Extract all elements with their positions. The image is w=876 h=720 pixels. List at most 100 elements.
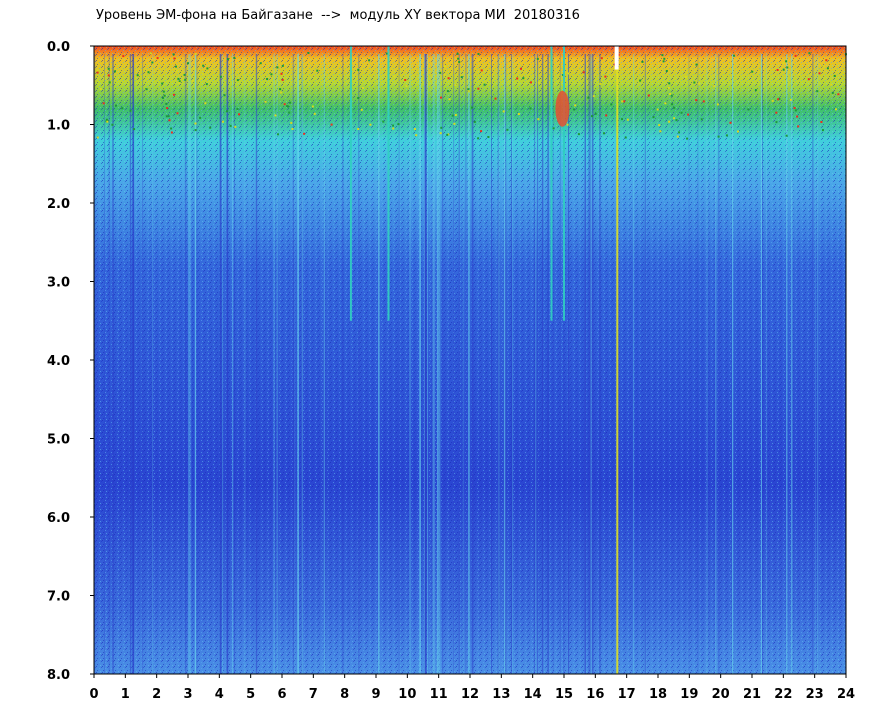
y-tick-label: 1.0 xyxy=(47,119,70,134)
heatmap-speckle xyxy=(204,102,207,105)
heatmap-speckle xyxy=(172,93,175,96)
heatmap-speckle xyxy=(667,86,670,89)
heatmap-streak xyxy=(184,54,187,674)
heatmap-speckle xyxy=(825,59,828,62)
heatmap-streak xyxy=(760,54,762,674)
gap-marker xyxy=(614,46,619,70)
heatmap-streak xyxy=(188,54,190,674)
heatmap-speckle xyxy=(552,127,555,130)
heatmap-speckle xyxy=(175,65,177,68)
heatmap-speckle xyxy=(676,135,679,138)
heatmap-speckle xyxy=(382,120,385,123)
heatmap-speckle xyxy=(659,130,662,133)
heatmap-streak xyxy=(222,54,224,674)
disturbance-line xyxy=(349,46,352,321)
heatmap-speckle xyxy=(397,123,400,126)
disturbance-line xyxy=(387,46,390,321)
heatmap-speckle xyxy=(830,83,833,86)
x-tick-label: 9 xyxy=(371,687,380,702)
heatmap-speckle xyxy=(311,105,314,108)
heatmap-speckle xyxy=(264,100,267,103)
heatmap-speckle xyxy=(833,74,836,77)
heatmap-streak xyxy=(427,54,428,674)
heatmap-streak xyxy=(471,54,474,674)
heatmap-speckle xyxy=(225,110,228,113)
heatmap-speckle xyxy=(223,94,226,97)
heatmap-speckle xyxy=(789,98,792,101)
heatmap-speckle xyxy=(173,57,176,60)
heatmap-streak xyxy=(563,54,565,674)
heatmap-speckle xyxy=(136,74,139,77)
heatmap-speckle xyxy=(362,86,365,89)
heatmap-streak xyxy=(706,54,708,674)
heatmap-speckle xyxy=(187,62,189,65)
heatmap-speckle xyxy=(604,75,607,78)
heatmap-speckle xyxy=(191,80,194,83)
heatmap-streak xyxy=(589,54,591,674)
heatmap-speckle xyxy=(234,125,237,128)
heatmap-streak xyxy=(497,54,499,674)
heatmap-speckle xyxy=(279,88,282,91)
heatmap-speckle xyxy=(782,68,785,71)
heatmap-speckle xyxy=(698,82,701,85)
heatmap-streak xyxy=(132,54,134,674)
heatmap-speckle xyxy=(404,79,407,81)
heatmap-speckle xyxy=(287,105,289,108)
heatmap-speckle xyxy=(713,85,716,87)
y-tick-label: 4.0 xyxy=(47,354,70,369)
heatmap-speckle xyxy=(653,66,656,69)
heatmap-speckle xyxy=(288,111,291,114)
x-tick-label: 0 xyxy=(89,687,98,702)
x-tick-label: 15 xyxy=(555,687,573,702)
heatmap-speckle xyxy=(447,77,450,80)
heatmap-speckle xyxy=(530,81,532,84)
heatmap-speckle xyxy=(480,69,483,72)
heatmap-streak xyxy=(104,54,105,674)
heatmap-speckle xyxy=(671,103,674,106)
heatmap-streak xyxy=(453,54,455,674)
disturbance-blob xyxy=(555,90,570,127)
heatmap-speckle xyxy=(276,66,279,69)
heatmap-speckle xyxy=(785,134,788,137)
heatmap-speckle xyxy=(415,134,418,137)
heatmap-speckle xyxy=(592,95,595,98)
heatmap-speckle xyxy=(693,81,696,84)
heatmap-speckle xyxy=(502,110,505,113)
heatmap-speckle xyxy=(99,88,102,90)
heatmap-speckle xyxy=(658,124,661,127)
heatmap-streak xyxy=(505,54,507,674)
x-tick-label: 13 xyxy=(492,687,510,702)
y-tick-label: 6.0 xyxy=(47,511,70,526)
x-tick-label: 20 xyxy=(712,687,730,702)
heatmap-streak xyxy=(491,54,492,674)
heatmap-speckle xyxy=(471,106,473,109)
heatmap-speckle xyxy=(393,75,396,78)
heatmap-speckle xyxy=(443,73,446,76)
heatmap-streak xyxy=(817,54,819,674)
heatmap-speckle xyxy=(259,62,262,65)
heatmap-speckle xyxy=(591,115,593,118)
heatmap-speckle xyxy=(686,137,689,140)
heatmap-speckle xyxy=(313,112,316,115)
heatmap-speckle xyxy=(670,94,673,97)
heatmap-speckle xyxy=(360,108,363,111)
heatmap-streak xyxy=(112,54,114,674)
heatmap-speckle xyxy=(778,97,781,100)
heatmap-speckle xyxy=(167,115,170,118)
heatmap-speckle xyxy=(392,124,395,127)
heatmap-speckle xyxy=(522,77,525,80)
heatmap-speckle xyxy=(238,113,240,116)
heatmap-speckle xyxy=(163,94,166,97)
heatmap-speckle xyxy=(161,82,164,85)
heatmap-speckle xyxy=(473,120,476,123)
heatmap-speckle xyxy=(664,102,667,105)
heatmap-speckle xyxy=(574,104,577,107)
heatmap-speckle xyxy=(733,54,735,57)
heatmap-noise xyxy=(94,46,846,674)
heatmap-streak xyxy=(437,54,439,674)
heatmap-streak xyxy=(273,54,275,674)
heatmap-streak xyxy=(511,54,512,674)
heatmap-speckle xyxy=(440,96,442,99)
heatmap-speckle xyxy=(665,70,668,72)
heatmap-streak xyxy=(255,54,258,674)
